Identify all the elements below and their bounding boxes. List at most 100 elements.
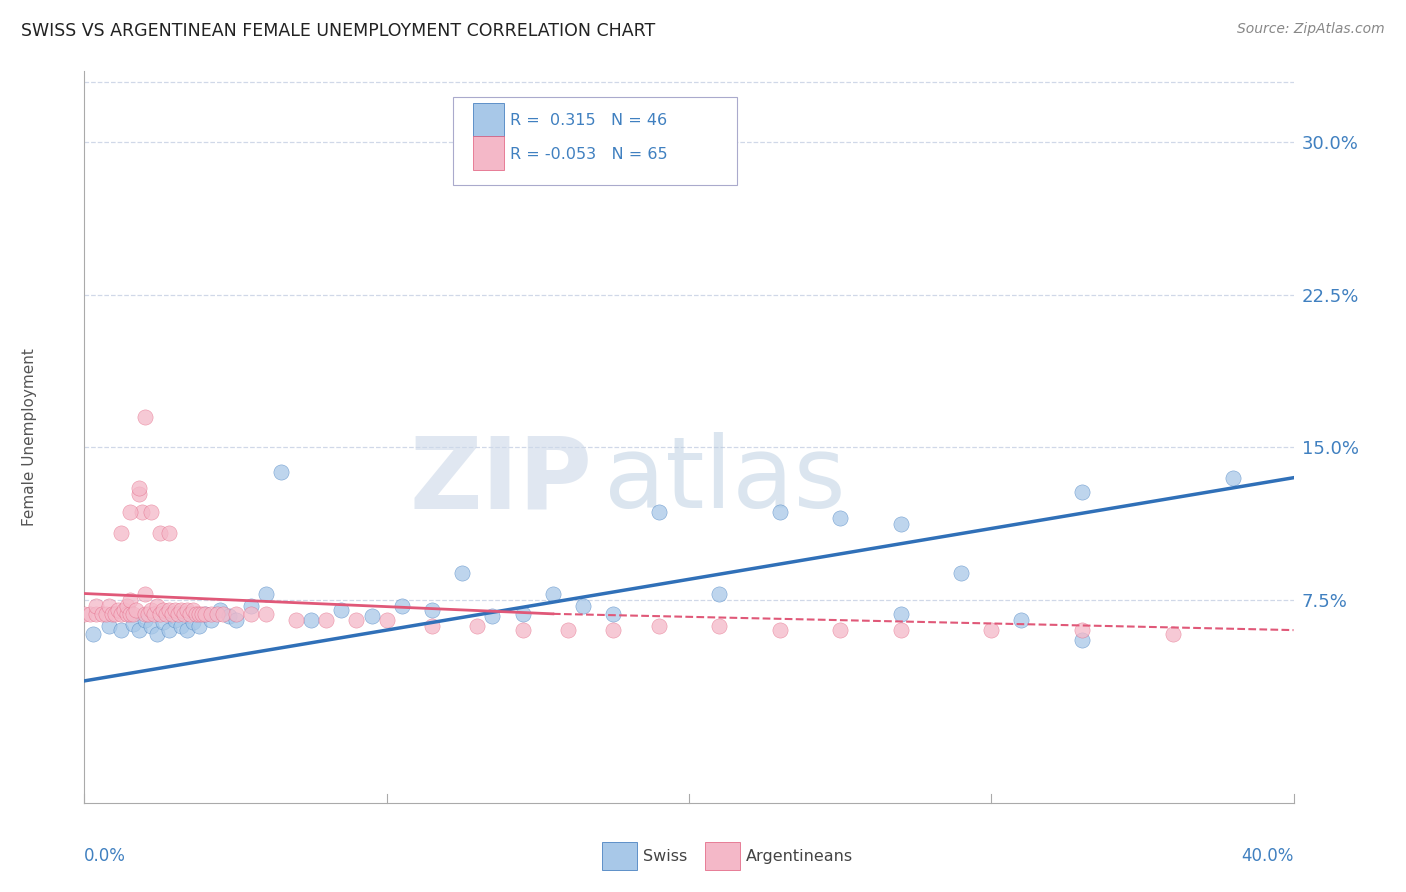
- Point: [330, 603, 353, 617]
- FancyBboxPatch shape: [602, 841, 637, 870]
- Point: [118, 592, 141, 607]
- Point: [299, 613, 322, 627]
- FancyBboxPatch shape: [453, 97, 737, 185]
- Point: [980, 623, 1002, 637]
- Point: [391, 599, 413, 613]
- Point: [709, 586, 731, 600]
- Point: [420, 603, 443, 617]
- Point: [152, 603, 174, 617]
- Point: [375, 613, 398, 627]
- Point: [950, 566, 973, 581]
- Point: [165, 613, 187, 627]
- Point: [100, 607, 122, 621]
- Point: [115, 607, 138, 621]
- Point: [225, 607, 247, 621]
- Point: [1222, 471, 1244, 485]
- Point: [107, 603, 129, 617]
- Text: Swiss: Swiss: [643, 848, 688, 863]
- Point: [94, 607, 117, 621]
- Point: [128, 623, 150, 637]
- Point: [157, 603, 180, 617]
- Point: [890, 607, 912, 621]
- Point: [91, 607, 114, 621]
- Point: [194, 607, 217, 621]
- Point: [1071, 485, 1094, 500]
- Point: [467, 619, 489, 633]
- Point: [112, 603, 135, 617]
- Text: ZIP: ZIP: [409, 433, 592, 530]
- Point: [512, 623, 534, 637]
- Point: [139, 603, 162, 617]
- Point: [254, 607, 277, 621]
- Point: [125, 603, 148, 617]
- Point: [648, 619, 671, 633]
- Text: Female Unemployment: Female Unemployment: [22, 348, 38, 526]
- Point: [179, 607, 201, 621]
- Point: [420, 619, 443, 633]
- Point: [157, 525, 180, 540]
- Point: [139, 505, 162, 519]
- Point: [134, 409, 156, 424]
- Point: [830, 623, 852, 637]
- Point: [134, 586, 156, 600]
- Point: [134, 607, 156, 621]
- Point: [188, 619, 211, 633]
- Point: [1071, 623, 1094, 637]
- Point: [648, 505, 671, 519]
- Point: [128, 487, 150, 501]
- Point: [200, 613, 222, 627]
- Point: [1161, 627, 1184, 641]
- Point: [136, 607, 159, 621]
- Point: [360, 608, 382, 623]
- Point: [152, 615, 174, 629]
- Point: [890, 517, 912, 532]
- Point: [451, 566, 474, 581]
- Text: 40.0%: 40.0%: [1241, 847, 1294, 865]
- Text: R =  0.315   N = 46: R = 0.315 N = 46: [510, 113, 666, 128]
- Point: [176, 623, 198, 637]
- Point: [225, 613, 247, 627]
- Point: [118, 607, 141, 621]
- Point: [97, 599, 120, 613]
- Point: [110, 525, 132, 540]
- Point: [115, 599, 138, 613]
- Point: [142, 607, 165, 621]
- Point: [104, 607, 127, 621]
- Point: [207, 607, 229, 621]
- Point: [200, 607, 222, 621]
- Point: [188, 607, 211, 621]
- FancyBboxPatch shape: [472, 136, 503, 170]
- Point: [128, 481, 150, 495]
- FancyBboxPatch shape: [704, 841, 740, 870]
- Point: [769, 623, 792, 637]
- Point: [160, 607, 183, 621]
- Text: 0.0%: 0.0%: [84, 847, 127, 865]
- Point: [149, 525, 172, 540]
- Point: [346, 613, 368, 627]
- Point: [146, 599, 169, 613]
- Point: [239, 607, 262, 621]
- Point: [191, 607, 214, 621]
- Point: [602, 623, 624, 637]
- Text: R = -0.053   N = 65: R = -0.053 N = 65: [510, 146, 668, 161]
- Point: [79, 607, 101, 621]
- Point: [176, 603, 198, 617]
- Point: [212, 607, 235, 621]
- Text: atlas: atlas: [605, 433, 846, 530]
- Point: [110, 607, 132, 621]
- Point: [134, 613, 156, 627]
- Point: [149, 607, 172, 621]
- Point: [82, 627, 104, 641]
- Point: [481, 608, 503, 623]
- Text: SWISS VS ARGENTINEAN FEMALE UNEMPLOYMENT CORRELATION CHART: SWISS VS ARGENTINEAN FEMALE UNEMPLOYMENT…: [21, 22, 655, 40]
- Point: [541, 586, 564, 600]
- Point: [173, 607, 195, 621]
- Point: [769, 505, 792, 519]
- Point: [194, 607, 217, 621]
- Point: [181, 615, 204, 629]
- Point: [254, 586, 277, 600]
- Point: [890, 623, 912, 637]
- Text: Argentineans: Argentineans: [745, 848, 853, 863]
- Point: [285, 613, 308, 627]
- Point: [572, 599, 595, 613]
